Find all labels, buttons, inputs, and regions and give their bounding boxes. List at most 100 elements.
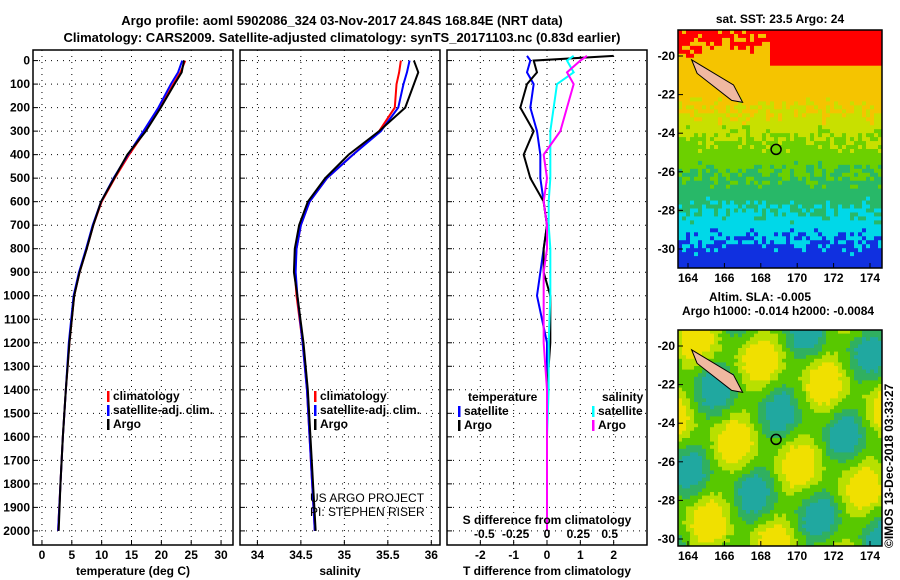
map-cell <box>746 366 751 371</box>
map-cell <box>750 358 755 363</box>
map-cell <box>798 89 803 94</box>
map-cell <box>738 85 743 90</box>
map-cell <box>750 224 755 229</box>
map-cell <box>714 49 719 55</box>
map-cell <box>786 85 791 90</box>
map-cell <box>766 495 771 500</box>
map-cell <box>878 41 883 47</box>
map-cell <box>774 477 779 482</box>
map-cell <box>746 358 751 363</box>
map-cell <box>678 168 683 174</box>
map-cell <box>866 57 871 63</box>
map-cell <box>714 531 719 536</box>
map-cell <box>758 492 763 497</box>
map-cell <box>774 53 779 59</box>
map-cell <box>786 330 791 335</box>
map-cell <box>678 333 683 338</box>
map-cell <box>694 220 699 225</box>
map-cell <box>802 264 807 269</box>
map-cell <box>850 37 855 43</box>
map-cell <box>714 244 719 249</box>
map-cell <box>738 164 743 170</box>
map-cell <box>734 412 739 417</box>
map-cell <box>846 156 851 162</box>
map-cell <box>762 141 767 146</box>
map-cell <box>682 416 687 421</box>
legend-swatch <box>107 391 110 402</box>
map-cell <box>698 220 703 225</box>
y-tick-label: 1500 <box>3 406 30 420</box>
map-cell <box>750 57 755 63</box>
map-cell <box>850 176 855 182</box>
map-cell <box>802 192 807 198</box>
map-cell <box>706 531 711 536</box>
map-cell <box>682 244 687 249</box>
map-cell <box>850 196 855 202</box>
map-cell <box>746 160 751 166</box>
map-cell <box>706 441 711 446</box>
map-cell <box>822 160 827 166</box>
map-cell <box>738 248 743 253</box>
map-cell <box>866 192 871 198</box>
map-cell <box>742 542 747 547</box>
map-cell <box>830 37 835 43</box>
map-cell <box>754 337 759 342</box>
map-cell <box>710 101 715 106</box>
map-cell <box>830 152 835 158</box>
map-cell <box>742 172 747 178</box>
map-cell <box>766 510 771 515</box>
map-cell <box>754 445 759 450</box>
map-cell <box>802 45 807 51</box>
map-cell <box>734 260 739 265</box>
map-cell <box>682 73 687 79</box>
map-cell <box>790 196 795 202</box>
map-cell <box>878 196 883 202</box>
map-cell <box>766 33 771 39</box>
map-cell <box>710 387 715 392</box>
map-cell <box>762 337 767 342</box>
map-cell <box>726 344 731 349</box>
map-cell <box>814 240 819 245</box>
map-cell <box>818 145 823 150</box>
map-cell <box>742 358 747 363</box>
map-cell <box>878 113 883 118</box>
map-cell <box>698 520 703 525</box>
map-cell <box>774 510 779 515</box>
map-cell <box>846 145 851 150</box>
map-cell <box>750 212 755 217</box>
map-cell <box>834 196 839 202</box>
map-cell <box>858 152 863 158</box>
map-cell <box>734 77 739 83</box>
map-cell <box>782 531 787 536</box>
map-cell <box>726 180 731 186</box>
map-cell <box>826 216 831 221</box>
map-cell <box>854 188 859 194</box>
map-cell <box>702 117 707 122</box>
map-cell <box>798 121 803 126</box>
map-cell <box>850 105 855 110</box>
map-cell <box>782 212 787 217</box>
map-cell <box>874 156 879 162</box>
map-cell <box>786 65 791 71</box>
x-tick-label: 0 <box>544 548 551 562</box>
map-cell <box>758 520 763 525</box>
map-cell <box>714 441 719 446</box>
map-cell <box>694 208 699 213</box>
map-cell <box>690 244 695 249</box>
map-cell <box>718 474 723 479</box>
map-cell <box>878 69 883 75</box>
map-cell <box>698 412 703 417</box>
map-cell <box>750 355 755 360</box>
map-cell <box>706 109 711 114</box>
map-cell <box>850 93 855 98</box>
map-cell <box>770 466 775 471</box>
map-cell <box>698 369 703 374</box>
map-cell <box>730 474 735 479</box>
map-cell <box>846 204 851 209</box>
map-cell <box>698 172 703 178</box>
map-cell <box>758 477 763 482</box>
map-cell <box>842 176 847 182</box>
map-cell <box>758 121 763 126</box>
map-cell <box>754 121 759 126</box>
map-cell <box>878 256 883 261</box>
